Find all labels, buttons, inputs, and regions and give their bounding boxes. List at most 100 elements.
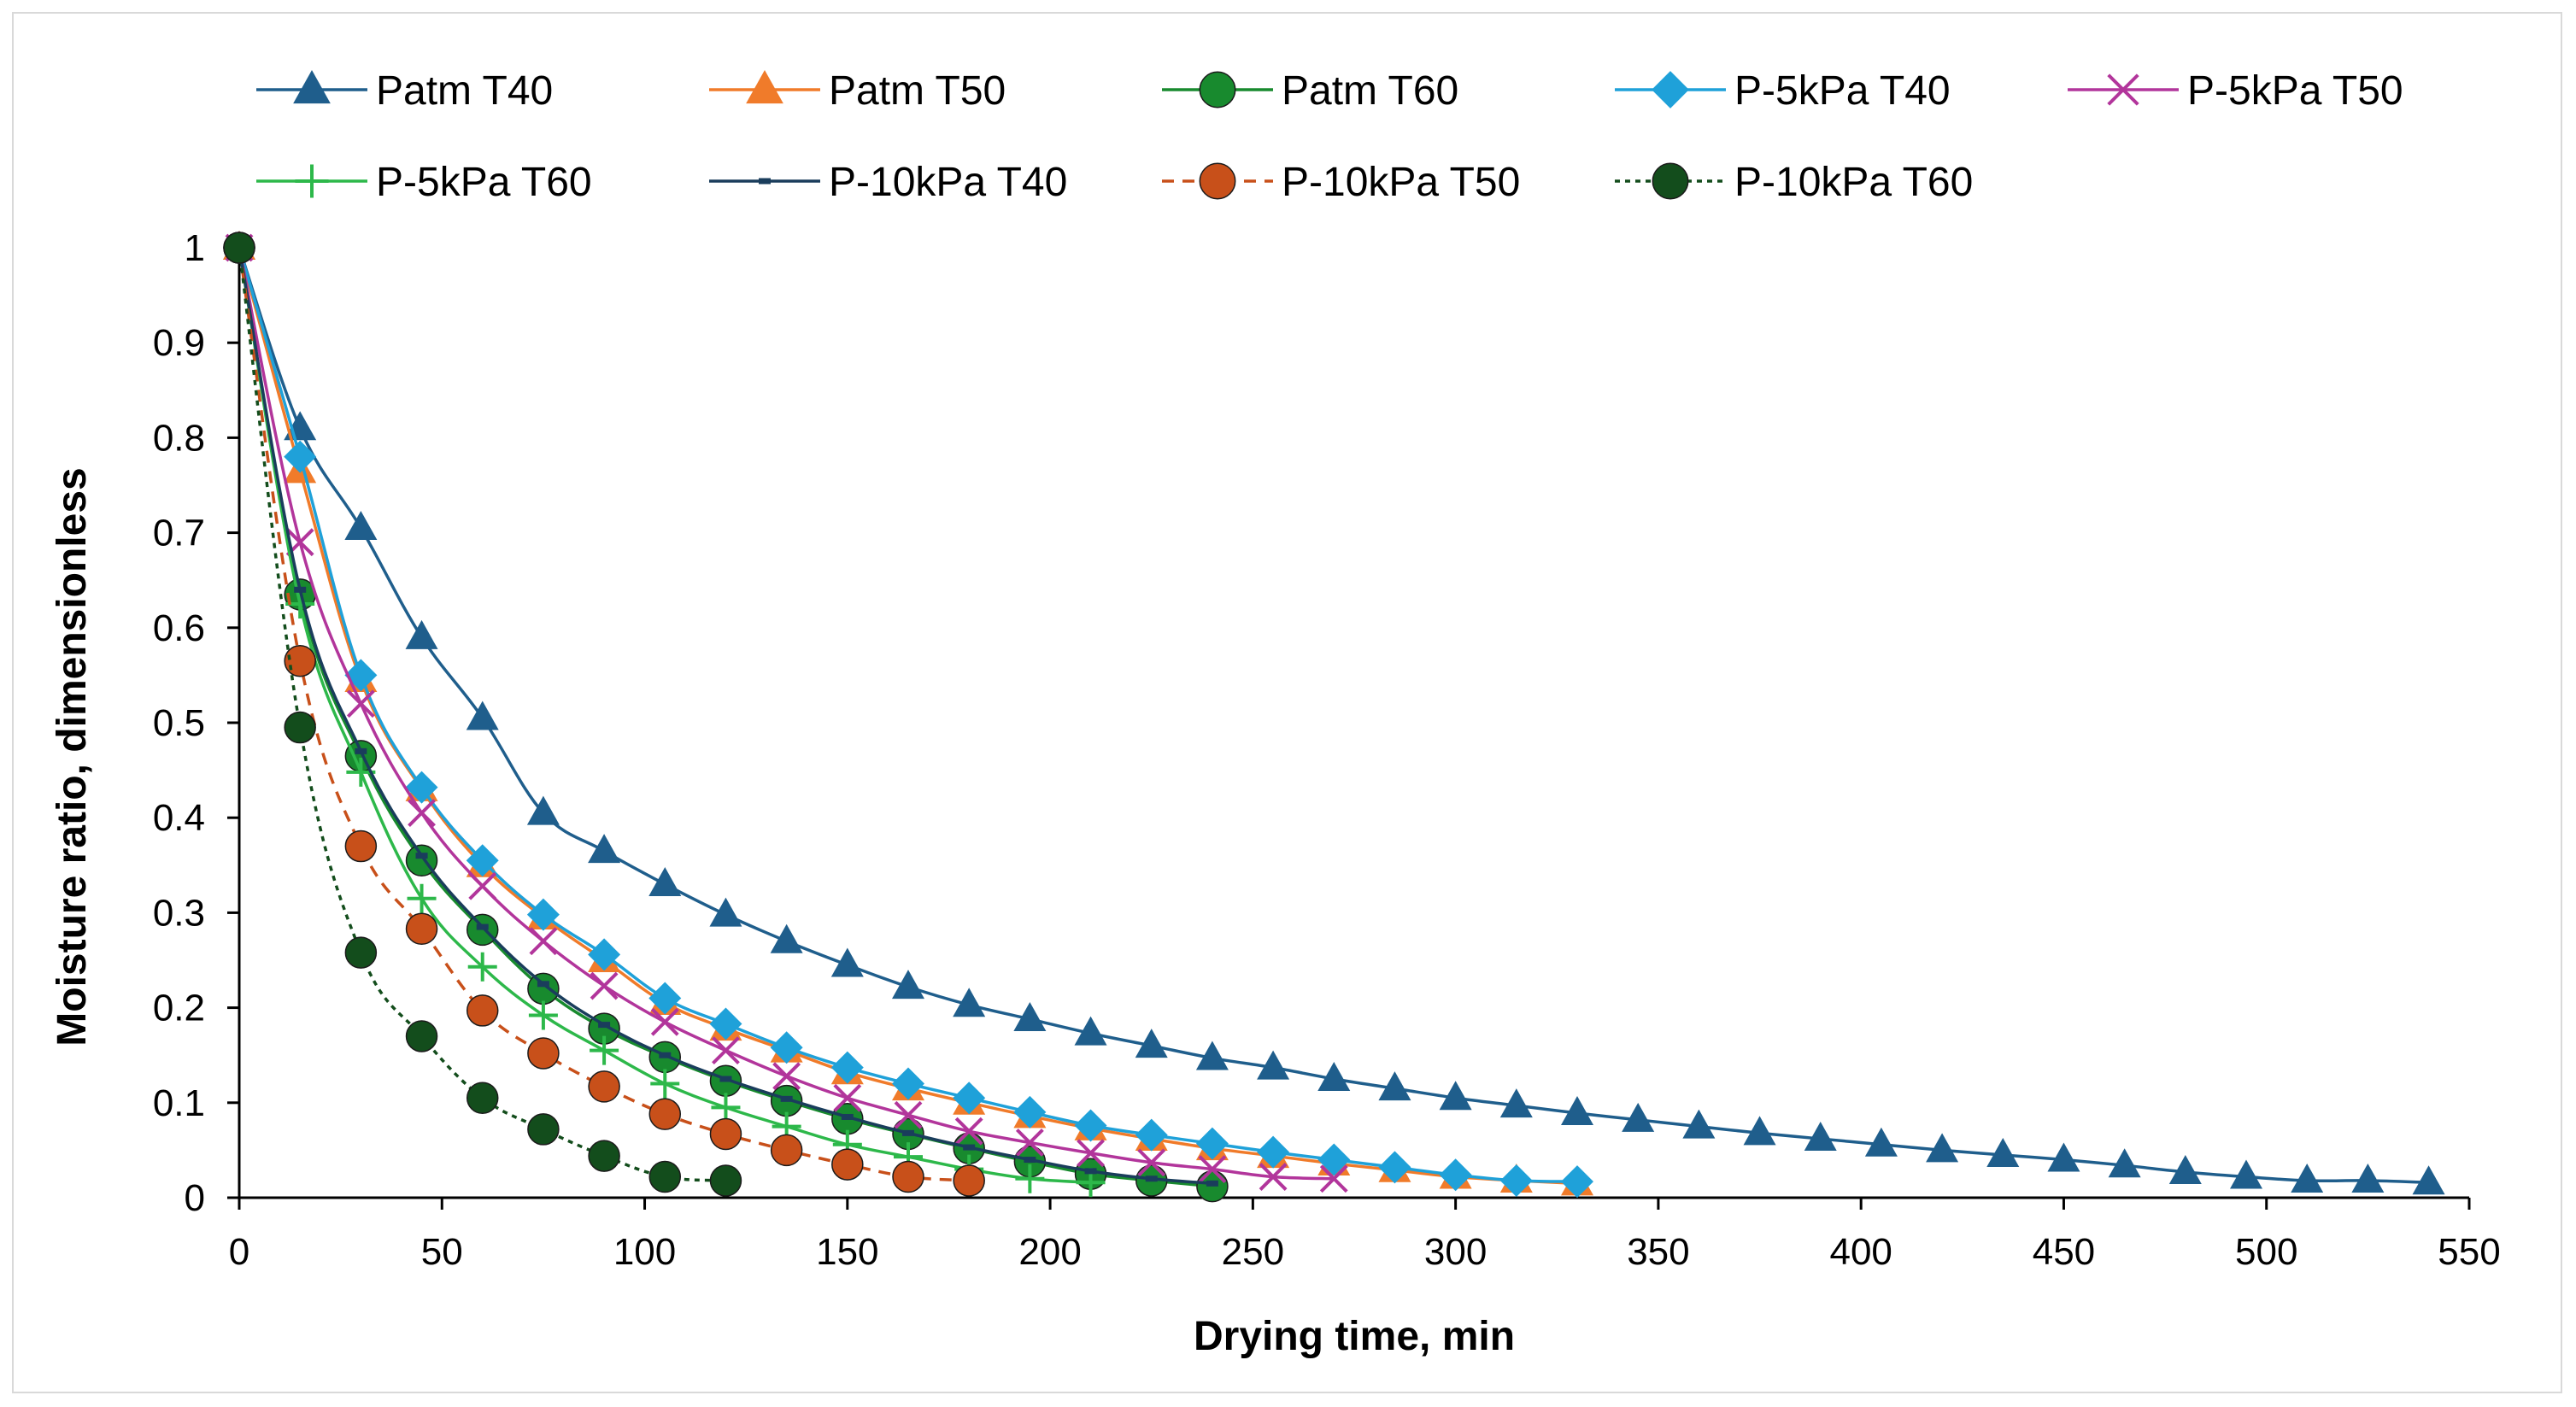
data-point xyxy=(772,1062,801,1091)
data-point xyxy=(344,936,378,969)
data-point xyxy=(1015,1129,1044,1157)
x-tick-label: 500 xyxy=(2235,1231,2297,1273)
series-p-5kpa-t50 xyxy=(225,233,1348,1193)
legend: Patm T40 Patm T50 Patm T60 P-5kPa T40 P-5kPa… xyxy=(256,68,2403,205)
data-point xyxy=(284,644,316,677)
x-tick-label: 0 xyxy=(229,1231,249,1273)
legend-label: P-10kPa T50 xyxy=(1282,160,1520,205)
data-point xyxy=(1195,1041,1229,1070)
data-point xyxy=(355,747,367,754)
legend-marker xyxy=(1199,162,1236,200)
data-point xyxy=(1622,1102,1655,1132)
data-point xyxy=(1743,1116,1776,1146)
data-point xyxy=(648,1160,682,1193)
series-line xyxy=(238,247,1578,1183)
x-tick-label: 450 xyxy=(2033,1231,2095,1273)
legend-marker xyxy=(293,70,331,104)
legend-label: P-10kPa T60 xyxy=(1734,160,1973,205)
data-point xyxy=(1926,1133,1959,1163)
x-tick-label: 300 xyxy=(1424,1231,1487,1273)
data-point xyxy=(1024,1157,1036,1164)
data-point xyxy=(344,511,378,541)
axes xyxy=(238,248,2469,1199)
x-tick-label: 400 xyxy=(1829,1231,1892,1273)
data-point xyxy=(1804,1122,1837,1152)
series-p-5kpa-t40 xyxy=(223,232,1593,1199)
x-tick-label: 200 xyxy=(1018,1231,1081,1273)
data-point xyxy=(466,1082,499,1114)
legend-label: Patm T60 xyxy=(1282,68,1458,114)
data-point xyxy=(1137,1148,1166,1177)
series-p-10kpa-t60 xyxy=(223,232,742,1197)
data-point xyxy=(831,1148,864,1181)
data-point xyxy=(527,1037,560,1070)
data-point xyxy=(1145,1175,1158,1182)
data-point xyxy=(1378,1071,1411,1101)
data-point xyxy=(408,799,436,828)
data-point xyxy=(712,1036,740,1065)
data-point xyxy=(526,898,560,931)
legend-marker xyxy=(1652,162,1689,200)
legend-item: Patm T40 xyxy=(256,68,553,114)
data-point xyxy=(1084,1168,1097,1175)
x-axis-title: Drying time, min xyxy=(1194,1314,1515,1359)
legend-marker xyxy=(295,164,329,198)
data-point xyxy=(963,1144,976,1151)
data-point xyxy=(648,982,682,1015)
data-point xyxy=(588,938,621,971)
data-point xyxy=(1198,1155,1227,1184)
data-point xyxy=(1439,1158,1472,1192)
y-axis-title: Moisture ratio, dimensionless xyxy=(50,467,95,1046)
legend-item: P-10kPa T50 xyxy=(1162,160,1520,205)
data-point xyxy=(405,1020,438,1052)
data-point xyxy=(894,1100,923,1129)
legend-label: P-5kPa T50 xyxy=(2187,68,2403,114)
data-point xyxy=(346,689,375,718)
data-point xyxy=(780,1095,793,1102)
data-point xyxy=(466,844,499,877)
data-point xyxy=(953,988,986,1017)
data-point xyxy=(405,619,438,649)
data-point xyxy=(407,883,437,913)
data-point xyxy=(1257,1050,1290,1080)
legend-marker xyxy=(759,178,771,185)
data-point xyxy=(648,867,682,897)
data-point xyxy=(1077,1139,1105,1168)
y-tick-label: 0.7 xyxy=(153,513,205,554)
data-point xyxy=(284,711,316,744)
series-group xyxy=(223,231,2445,1203)
data-point xyxy=(1986,1137,2020,1167)
data-point xyxy=(1561,1165,1593,1199)
legend-item: P-5kPa T50 xyxy=(2068,68,2403,114)
data-point xyxy=(466,701,499,730)
legend-label: P-5kPa T40 xyxy=(1734,68,1951,114)
data-point xyxy=(1015,1164,1045,1193)
data-point xyxy=(466,994,499,1027)
data-point xyxy=(830,1051,864,1084)
data-point xyxy=(1439,1081,1472,1111)
series-line xyxy=(238,247,2429,1184)
data-point xyxy=(598,1022,611,1029)
data-point xyxy=(770,1134,803,1167)
data-point xyxy=(1317,1143,1351,1176)
x-tick-label: 550 xyxy=(2438,1231,2500,1273)
legend-label: Patm T40 xyxy=(376,68,553,114)
legend-label: P-5kPa T60 xyxy=(376,160,592,205)
series-line xyxy=(238,247,1578,1186)
data-point xyxy=(294,586,307,593)
data-point xyxy=(841,1113,854,1120)
y-tick-label: 0.5 xyxy=(153,702,205,744)
data-point xyxy=(650,1069,680,1099)
x-tick-label: 150 xyxy=(816,1231,878,1273)
data-point xyxy=(1317,1062,1351,1091)
data-point xyxy=(2351,1163,2385,1193)
series-patm-t40 xyxy=(223,231,2445,1195)
data-point xyxy=(537,981,549,988)
data-point xyxy=(590,971,619,1000)
data-point xyxy=(892,1160,924,1193)
series-line xyxy=(238,247,1091,1184)
data-point xyxy=(1499,1164,1533,1197)
data-point xyxy=(527,972,560,1005)
data-point xyxy=(1135,1118,1168,1152)
y-tick-label: 0 xyxy=(185,1177,205,1219)
